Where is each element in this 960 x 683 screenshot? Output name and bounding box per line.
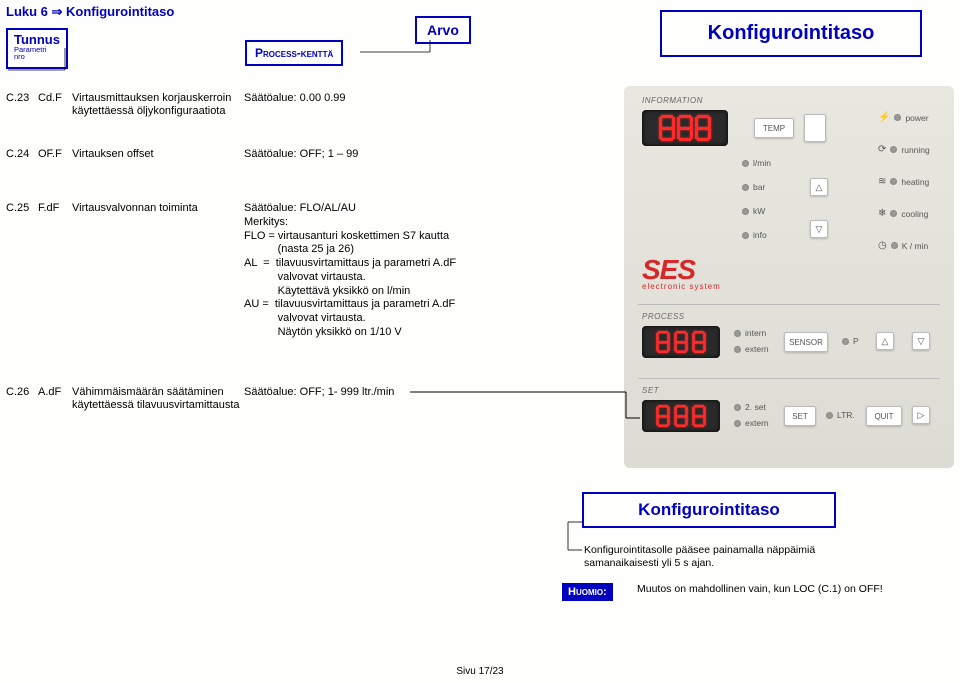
bolt-icon: ⚡ <box>878 112 890 123</box>
param-desc: Vähimmäismäärän säätäminen käytettäessä … <box>72 386 244 412</box>
tunnus-box: Tunnus Parametri nro <box>6 28 68 69</box>
blank-button[interactable] <box>804 114 826 142</box>
param-val: Säätöalue: OFF; 1 – 99 <box>244 148 544 162</box>
right-button[interactable]: ▷ <box>912 406 930 424</box>
heat-icon: ≋ <box>878 176 886 187</box>
set-button[interactable]: SET <box>784 406 816 426</box>
tunnus-sub2: nro <box>14 54 60 61</box>
unit-indicator: info <box>742 230 767 240</box>
unit-indicator: l/min <box>742 158 771 168</box>
param-row: C.26 A.dF Vähimmäismäärän säätäminen käy… <box>6 386 544 412</box>
info-label: INFORMATION <box>642 96 703 105</box>
clock-icon: ◷ <box>878 240 887 251</box>
param-desc: Virtauksen offset <box>72 148 244 161</box>
process-indicator: extern <box>734 344 769 354</box>
status-indicator: ◷ K / min <box>878 240 928 251</box>
led-display-process <box>642 326 720 358</box>
status-indicator: ⚡ power <box>878 112 929 123</box>
set-indicator: 2. set <box>734 402 766 412</box>
page-footer: Sivu 17/23 <box>0 666 960 677</box>
title-box: Konfigurointitaso <box>660 10 922 57</box>
ltr-indicator: LTR. <box>826 410 855 420</box>
triangle-down-icon: ▽ <box>816 224 823 235</box>
led-display-set <box>642 400 720 432</box>
cycle-icon: ⟳ <box>878 144 886 155</box>
process-indicator: intern <box>734 328 766 338</box>
chapter-heading: Luku 6 ⇒ Konfigurointitaso <box>6 4 174 20</box>
process-box: Process-kenttä <box>245 40 343 66</box>
p-indicator: P <box>842 336 859 346</box>
triangle-up-icon: △ <box>882 336 889 347</box>
param-val: Säätöalue: 0.00 0.99 <box>244 92 544 106</box>
ses-logo: SES electronic system <box>642 254 724 291</box>
down-button-2[interactable]: ▽ <box>912 332 930 350</box>
temp-button[interactable]: TEMP <box>754 118 794 138</box>
device-panel: INFORMATION TEMP ⚡ power ⟳ running ≋ hea… <box>624 86 954 468</box>
led-display-info <box>642 110 728 146</box>
param-row: C.23 Cd.F Virtausmittauksen korjauskerro… <box>6 92 544 118</box>
quit-button[interactable]: QUIT <box>866 406 902 426</box>
access-note: Konfigurointitasolle pääsee painamalla n… <box>584 544 884 570</box>
divider <box>638 378 940 379</box>
param-row: C.24 OF.F Virtauksen offset Säätöalue: O… <box>6 148 544 162</box>
down-button[interactable]: ▽ <box>810 220 828 238</box>
unit-indicator: bar <box>742 182 765 192</box>
param-row: C.25 F.dF Virtausvalvonnan toiminta Säät… <box>6 202 544 340</box>
triangle-up-icon: △ <box>816 182 823 193</box>
set-section-label: SET <box>642 386 659 395</box>
param-code: C.24 <box>6 148 38 160</box>
triangle-right-icon: ▷ <box>918 410 925 421</box>
param-desc: Virtausvalvonnan toiminta <box>72 202 244 215</box>
sensor-button[interactable]: SENSOR <box>784 332 828 352</box>
divider <box>638 304 940 305</box>
status-indicator: ≋ heating <box>878 176 929 187</box>
arvo-box: Arvo <box>415 16 471 44</box>
status-dot <box>894 114 901 121</box>
param-id: OF.F <box>38 148 72 160</box>
triangle-down-icon: ▽ <box>918 336 925 347</box>
snow-icon: ❄ <box>878 208 886 219</box>
ses-sub: electronic system <box>642 282 724 291</box>
param-id: A.dF <box>38 386 72 398</box>
notice-text: Muutos on mahdollinen vain, kun LOC (C.1… <box>637 583 897 596</box>
up-button[interactable]: △ <box>810 178 828 196</box>
param-id: Cd.F <box>38 92 72 104</box>
notice-badge: Huomio: <box>562 583 613 601</box>
up-button-2[interactable]: △ <box>876 332 894 350</box>
param-val: Säätöalue: OFF; 1- 999 ltr./min <box>244 386 544 400</box>
config-box-lower: Konfigurointitaso <box>582 492 836 528</box>
process-section-label: PROCESS <box>642 312 685 321</box>
status-indicator: ⟳ running <box>878 144 930 155</box>
set-indicator: extern <box>734 418 769 428</box>
unit-indicator: kW <box>742 206 765 216</box>
param-code: C.26 <box>6 386 38 398</box>
param-desc: Virtausmittauksen korjauskerroin käytett… <box>72 92 244 118</box>
param-id: F.dF <box>38 202 72 214</box>
status-indicator: ❄ cooling <box>878 208 928 219</box>
param-val: Säätöalue: FLO/AL/AUMerkitys:FLO = virta… <box>244 202 544 340</box>
param-code: C.23 <box>6 92 38 104</box>
param-code: C.25 <box>6 202 38 214</box>
